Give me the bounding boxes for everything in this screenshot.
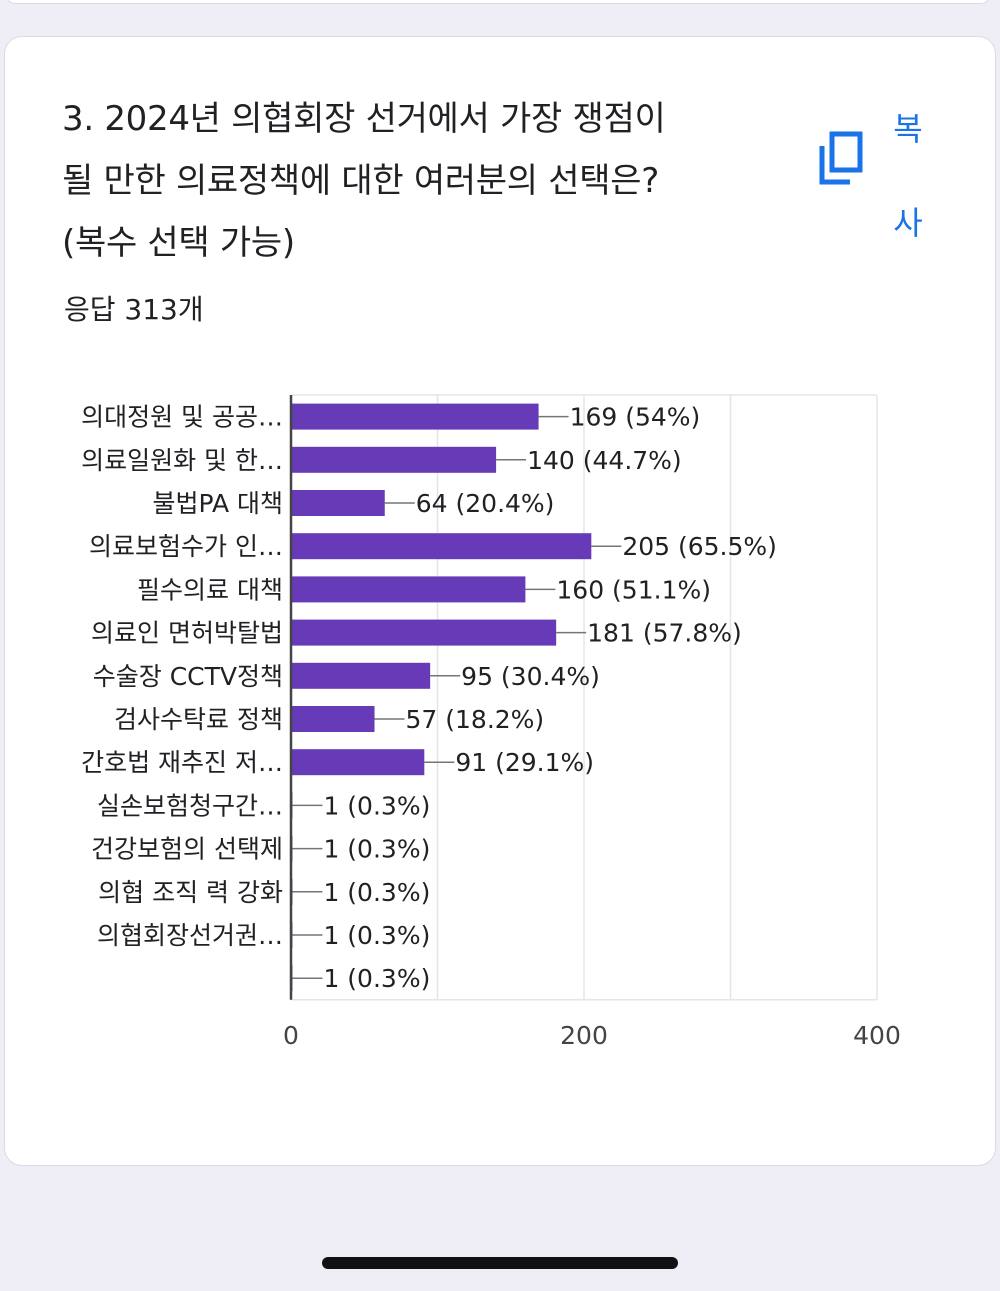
bar-chart: 0 200 400 169 (54%) 의대정원 및 공공… 140 (44.7%) 의료… [81,394,901,1050]
bar-2[interactable] [291,490,385,516]
value-label-13: 1 (0.3%) [323,964,430,993]
bar-7[interactable] [291,706,375,732]
value-label-1: 140 (44.7%) [527,446,682,475]
value-label-3: 205 (65.5%) [622,532,777,561]
chart-axes: 0 200 400 [283,395,901,1050]
category-label-6: 수술장 CCTV정책 [93,662,283,691]
chart-bars [291,403,592,992]
bar-8[interactable] [291,749,425,776]
category-label-0: 의대정원 및 공공… [81,403,283,432]
category-label-3: 의료보험수가 인… [89,532,283,561]
value-label-7: 57 (18.2%) [406,705,545,734]
value-label-10: 1 (0.3%) [323,835,430,864]
value-label-9: 1 (0.3%) [323,791,430,820]
category-label-7: 검사수탁료 정책 [114,705,283,734]
x-tick-label-2: 400 [853,1021,901,1050]
category-label-9: 실손보험청구간… [97,791,283,820]
bar-4[interactable] [291,576,526,603]
x-tick-label-0: 0 [283,1021,299,1050]
value-label-11: 1 (0.3%) [323,878,430,907]
category-label-1: 의료일원화 및 한… [81,446,283,475]
bar-6[interactable] [291,662,431,689]
copy-button[interactable] [814,128,870,190]
value-label-4: 160 (51.1%) [556,575,711,604]
chart-grid [290,394,878,1001]
value-label-0: 169 (54%) [570,403,701,432]
category-label-2: 불법PA 대책 [152,489,283,518]
category-label-4: 필수의료 대책 [137,575,283,604]
response-count: 응답 313개 [64,293,204,326]
x-tick-label-1: 200 [560,1021,608,1050]
bar-1[interactable] [291,446,497,473]
value-label-8: 91 (29.1%) [455,748,594,777]
value-label-5: 181 (57.8%) [587,619,742,648]
home-indicator [322,1257,678,1269]
copy-icon [819,131,863,185]
category-label-10: 건강보험의 선택제 [91,835,283,864]
category-label-11: 의협 조직 력 강화 [98,878,283,907]
question-title: 3. 2024년 의협회장 선거에서 가장 쟁점이 될 만한 의료정책에 대한 … [62,99,666,263]
category-label-5: 의료인 면허박탈법 [91,619,283,648]
value-label-12: 1 (0.3%) [323,921,430,950]
bar-0[interactable] [291,403,539,430]
chart-labels: 169 (54%) 의대정원 및 공공… 140 (44.7%) 의료일원화 및 한…… [81,403,777,994]
bar-3[interactable] [291,533,592,560]
category-label-8: 간호법 재추진 저… [81,748,283,777]
copy-label[interactable]: 복 사 [893,110,923,242]
value-label-2: 64 (20.4%) [416,489,555,518]
value-label-6: 95 (30.4%) [461,662,600,691]
bar-5[interactable] [291,619,557,646]
category-label-12: 의협회장선거권… [97,921,283,950]
previous-card-edge [4,0,992,4]
